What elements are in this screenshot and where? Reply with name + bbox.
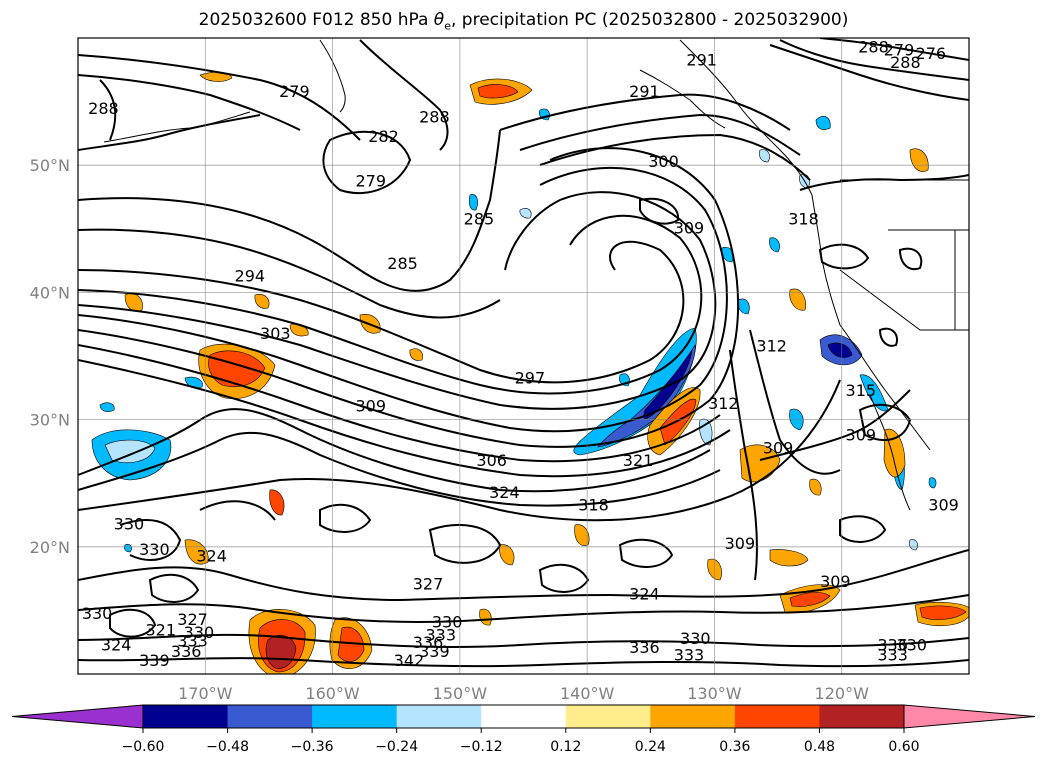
contour-label: 330 — [680, 629, 711, 648]
lon-tick-label: 170°W — [178, 684, 233, 703]
contour-label: 336 — [877, 636, 908, 655]
lat-tick-label: 30°N — [30, 411, 70, 430]
contour-label: 324 — [489, 483, 520, 502]
contour-label: 303 — [260, 324, 291, 343]
contour-label: 309 — [846, 426, 877, 445]
contour-label: 330 — [184, 623, 215, 642]
colorbar-tick-label: −0.24 — [375, 739, 418, 755]
colorbar-segment — [481, 705, 567, 728]
colorbar-under-extension — [11, 704, 144, 729]
contour-label: 288 — [88, 99, 119, 118]
contour-label: 333 — [425, 625, 456, 644]
contour-label: 279 — [355, 171, 386, 190]
contour-label: 318 — [788, 209, 819, 228]
contour-label: 336 — [629, 638, 660, 657]
contour-label: 300 — [648, 152, 679, 171]
contour-label: 333 — [877, 646, 908, 665]
contour-label: 315 — [846, 381, 877, 400]
contour-label: 291 — [629, 82, 660, 101]
colorbar-segment — [565, 705, 651, 728]
contour-label: 297 — [515, 368, 546, 387]
contour-label: 324 — [196, 547, 227, 566]
lon-tick-label: 140°W — [560, 684, 615, 703]
lon-tick-label: 150°W — [433, 684, 488, 703]
contour-label: 291 — [686, 50, 717, 69]
lat-tick-label: 50°N — [30, 156, 70, 175]
lon-tick-label: 130°W — [687, 684, 742, 703]
contour-label: 339 — [139, 651, 170, 670]
contour-label: 279 — [884, 40, 915, 59]
longitude-axis: 170°W 160°W 150°W 140°W 130°W 120°W — [178, 684, 869, 703]
lat-tick-label: 20°N — [30, 538, 70, 557]
contour-label: 294 — [235, 267, 266, 286]
lon-tick-label: 160°W — [305, 684, 360, 703]
contour-label: 309 — [928, 496, 959, 515]
contour-label: 279 — [279, 82, 310, 101]
contour-label: 309 — [355, 396, 386, 415]
contour-label: 282 — [368, 127, 399, 146]
latitude-axis: 50°N 40°N 30°N 20°N — [30, 156, 70, 557]
colorbar-tick-label: 0.12 — [550, 739, 581, 755]
contour-label: 330 — [139, 540, 170, 559]
contour-label: 336 — [413, 633, 444, 652]
contour-label: 330 — [82, 604, 113, 623]
contour-label: 342 — [394, 651, 425, 670]
contour-label: 330 — [896, 636, 927, 655]
contour-label: 276 — [916, 44, 947, 63]
contour-label: 318 — [578, 496, 609, 515]
colorbar-segment — [819, 705, 905, 728]
contour-label: 309 — [725, 534, 756, 553]
colorbar-tick-label: −0.12 — [460, 739, 503, 755]
contour-label: 327 — [177, 610, 208, 629]
colorbar-tick-label: 0.48 — [804, 739, 835, 755]
contour-label: 309 — [763, 438, 794, 457]
coastlines — [103, 39, 969, 511]
contour-label: 285 — [387, 254, 418, 273]
colorbar-frame — [142, 704, 905, 729]
colorbar-tick-label: −0.60 — [122, 739, 165, 755]
contour-labels: 2882792822882792852912913003092852943032… — [82, 38, 959, 670]
contour-label: 333 — [177, 632, 208, 651]
colorbar-tick-label: −0.36 — [291, 739, 334, 755]
colorbar-segment — [143, 705, 229, 728]
colorbar: −0.60 −0.48 −0.36 −0.24 −0.12 0.12 0.24 0.36 0.4… — [11, 704, 1036, 755]
lon-tick-label: 120°W — [815, 684, 870, 703]
contour-label: 288 — [858, 38, 889, 57]
contour-label: 321 — [145, 620, 176, 639]
contour-label: 327 — [413, 575, 444, 594]
colorbar-segment — [312, 705, 398, 728]
colorbar-segment — [227, 705, 313, 728]
theta-e-contours — [78, 38, 969, 668]
contour-label: 285 — [464, 209, 495, 228]
contour-label: 309 — [674, 218, 705, 237]
map-frame — [77, 37, 970, 675]
contour-label: 288 — [419, 108, 450, 127]
contour-label: 312 — [708, 394, 739, 413]
colorbar-segment — [396, 705, 482, 728]
colorbar-tick-label: 0.24 — [635, 739, 666, 755]
map-title: 2025032600 F012 850 hPa θe, precipitatio… — [198, 10, 849, 33]
contour-label: 339 — [419, 642, 450, 661]
contour-label: 312 — [756, 337, 787, 356]
colorbar-over-extension — [903, 704, 1036, 729]
contour-label: 321 — [623, 451, 654, 470]
contour-label: 336 — [171, 642, 202, 661]
graticule — [78, 38, 969, 674]
contour-label: 306 — [476, 451, 507, 470]
contour-label: 330 — [114, 515, 145, 534]
contour-label: 324 — [101, 636, 132, 655]
colorbar-tick-label: 0.60 — [888, 739, 919, 755]
contour-label: 288 — [890, 53, 921, 72]
colorbar-tick-label: −0.48 — [206, 739, 249, 755]
colorbar-segment — [734, 705, 820, 728]
contour-label: 333 — [674, 646, 705, 665]
lat-tick-label: 40°N — [30, 283, 70, 302]
contour-label: 309 — [820, 572, 851, 591]
colorbar-tick-label: 0.36 — [719, 739, 750, 755]
contour-label: 324 — [629, 585, 660, 604]
colorbar-segment — [650, 705, 736, 728]
contour-label: 330 — [432, 613, 463, 632]
